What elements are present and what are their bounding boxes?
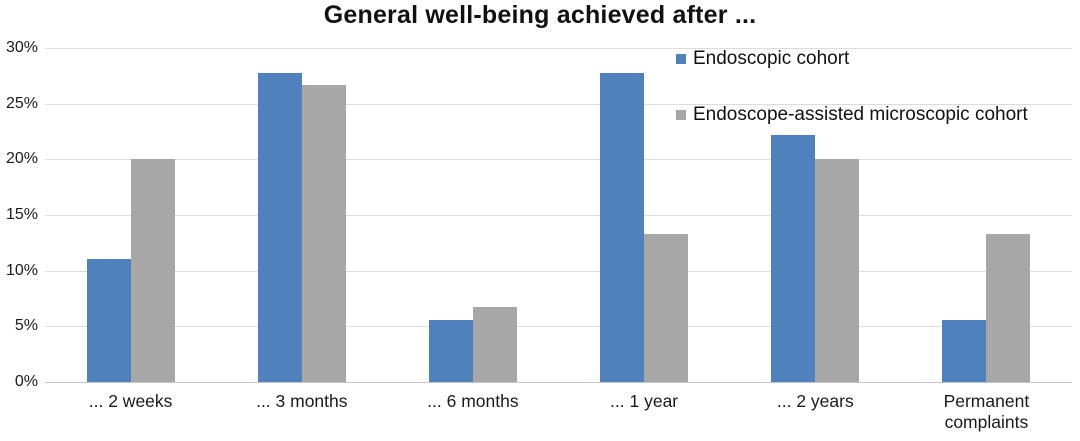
legend-label-endoscopic: Endoscopic cohort xyxy=(693,48,850,69)
chart-title: General well-being achieved after ... xyxy=(323,1,757,29)
gridline xyxy=(45,48,1072,50)
legend-swatch-microscopic-icon xyxy=(676,110,686,120)
x-axis-label: ... 1 year xyxy=(610,391,679,411)
bar-microscopic xyxy=(815,159,860,382)
legend-item-microscopic: Endoscope-assisted microscopic cohort xyxy=(676,103,1028,127)
y-axis-tick-label: 30% xyxy=(5,39,38,57)
gridline xyxy=(45,215,1072,216)
bar-microscopic xyxy=(472,307,517,382)
y-axis-tick-label: 15% xyxy=(5,206,38,223)
legend: Endoscopic cohort Endoscope-assisted mic… xyxy=(676,47,1028,159)
gridline xyxy=(45,326,1072,328)
bar-endoscopic xyxy=(600,72,645,382)
y-axis-tick-label: 20% xyxy=(5,150,38,168)
x-axis-label: Permanent complaints xyxy=(943,391,1030,433)
legend-item-endoscopic: Endoscopic cohort xyxy=(676,47,1028,71)
bar-endoscopic xyxy=(771,134,816,382)
bar-endoscopic xyxy=(428,319,473,382)
bar-microscopic xyxy=(986,234,1031,382)
bar-endoscopic xyxy=(257,72,302,382)
bar-endoscopic xyxy=(942,319,987,382)
x-axis-label: ... 2 years xyxy=(776,391,854,411)
bar-microscopic xyxy=(301,84,346,382)
x-axis-label: ... 6 months xyxy=(427,391,519,411)
gridline xyxy=(45,159,1072,161)
x-axis-label: ... 2 weeks xyxy=(88,391,173,411)
bar-microscopic xyxy=(130,159,175,382)
bar-endoscopic xyxy=(86,258,131,382)
x-axis-label: ... 3 months xyxy=(256,391,348,411)
y-axis-tick-label: 10% xyxy=(5,261,38,279)
bar-microscopic xyxy=(644,234,689,382)
gridline xyxy=(45,103,1072,105)
y-axis-tick-label: 5% xyxy=(14,317,38,335)
y-axis-tick-label: 25% xyxy=(5,94,38,112)
y-axis-tick-label: 0% xyxy=(14,373,38,390)
legend-label-microscopic: Endoscope-assisted microscopic cohort xyxy=(693,104,1028,125)
x-axis-line xyxy=(45,382,1072,383)
gridline xyxy=(45,270,1072,272)
legend-swatch-endoscopic-icon xyxy=(676,54,686,64)
